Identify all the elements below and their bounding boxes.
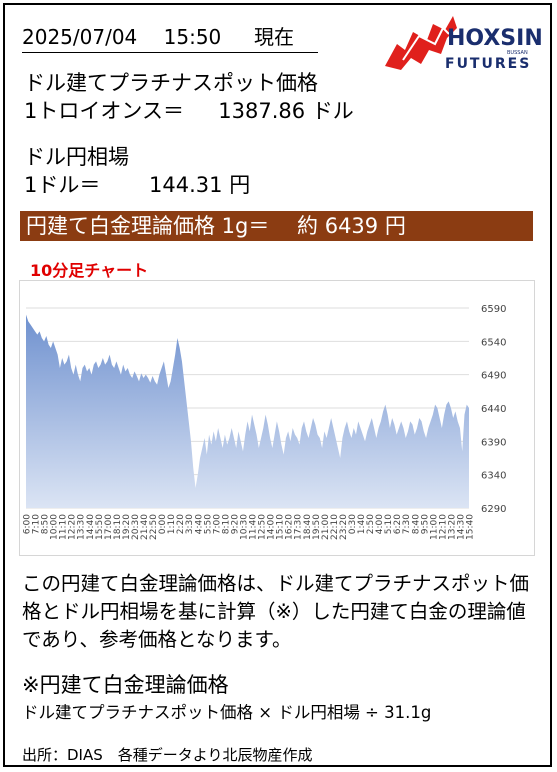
platinum-price: 1トロイオンス＝ 1387.86 ドル bbox=[24, 99, 354, 123]
x-tick-label: 2:20 bbox=[176, 514, 186, 534]
price-chart: 6290 6340 6390 6440 6490 6540 6590 6:00 7:10 8:5… bbox=[23, 304, 507, 540]
source-note: 出所：DIAS 各種データより北辰物産作成 bbox=[22, 746, 313, 764]
company-logo: HOXSIN BUSSAN FUTURES bbox=[383, 10, 543, 76]
x-tick-label: 0:30 bbox=[348, 514, 358, 534]
x-tick-label: 3:30 bbox=[185, 514, 195, 534]
y-tick-label: 6590 bbox=[481, 304, 506, 315]
logo-sub-text: FUTURES bbox=[445, 56, 531, 72]
x-tick-label: 15:50 bbox=[95, 514, 105, 540]
x-tick-label: 18:40 bbox=[303, 514, 313, 540]
x-tick-label: 23:20 bbox=[339, 514, 349, 540]
x-tick-label: 4:00 bbox=[375, 514, 385, 534]
x-tick-label: 5:50 bbox=[203, 514, 213, 534]
x-tick-label: 6:20 bbox=[393, 514, 403, 534]
fx-rate: 1ドル＝ 144.31 円 bbox=[24, 173, 251, 197]
x-tick-label: 22:10 bbox=[330, 514, 340, 540]
logo-text: HOXSIN bbox=[447, 26, 541, 51]
x-tick-label: 17:00 bbox=[104, 514, 114, 540]
y-tick-label: 6540 bbox=[481, 337, 506, 348]
y-tick-label: 6390 bbox=[481, 437, 506, 448]
x-tick-label: 0:00 bbox=[158, 514, 168, 534]
x-tick-label: 12:50 bbox=[258, 514, 268, 540]
x-tick-label: 1:10 bbox=[167, 514, 177, 534]
x-tick-label: 10:30 bbox=[239, 514, 249, 540]
y-tick-label: 6490 bbox=[481, 371, 506, 382]
formula-title: ※円建て白金理論価格 bbox=[22, 673, 229, 697]
x-tick-label: 14:40 bbox=[86, 514, 96, 540]
fx-label: ドル円相場 bbox=[24, 145, 129, 169]
x-tick-label: 4:40 bbox=[194, 514, 204, 534]
x-tick-label: 19:50 bbox=[312, 514, 322, 540]
chart-title: 10分足チャート bbox=[30, 261, 149, 280]
x-tick-label: 13:20 bbox=[447, 514, 457, 540]
x-tick-label: 15:40 bbox=[466, 514, 476, 540]
x-tick-label: 20:30 bbox=[131, 514, 141, 540]
x-tick-label: 8:10 bbox=[221, 514, 231, 534]
x-tick-label: 11:00 bbox=[429, 514, 439, 540]
x-tick-label: 6:00 bbox=[23, 514, 33, 534]
y-tick-label: 6340 bbox=[481, 471, 506, 482]
x-tick-label: 7:10 bbox=[32, 514, 42, 534]
x-tick-label: 7:00 bbox=[212, 514, 222, 534]
x-tick-label: 22:50 bbox=[149, 514, 159, 540]
x-tick-label: 2:50 bbox=[366, 514, 376, 534]
x-tick-label: 19:20 bbox=[122, 514, 132, 540]
x-tick-label: 8:40 bbox=[411, 514, 421, 534]
x-tick-label: 9:50 bbox=[420, 514, 430, 534]
x-tick-label: 15:10 bbox=[276, 514, 286, 540]
description: この円建て白金理論価格は、ドル建てプラチナスポット価格とドル円相場を基に計算（※… bbox=[22, 572, 530, 651]
x-tick-label: 14:30 bbox=[456, 514, 466, 540]
x-tick-label: 9:20 bbox=[230, 514, 240, 534]
x-tick-label: 1:40 bbox=[357, 514, 367, 534]
timestamp: 2025/07/04 15:50 現在 bbox=[22, 22, 318, 53]
x-tick-label: 8:50 bbox=[41, 514, 51, 534]
y-tick-label: 6440 bbox=[481, 404, 506, 415]
x-tick-label: 12:10 bbox=[438, 514, 448, 540]
price-area bbox=[26, 314, 469, 508]
x-tick-label: 5:10 bbox=[384, 514, 394, 534]
card-frame bbox=[3, 3, 552, 767]
formula-text: ドル建てプラチナスポット価格 × ドル円相場 ÷ 31.1g bbox=[22, 703, 432, 722]
x-tick-label: 21:40 bbox=[140, 514, 150, 540]
x-tick-label: 11:40 bbox=[249, 514, 259, 540]
logo-small-text: BUSSAN bbox=[507, 50, 528, 56]
x-tick-label: 14:00 bbox=[267, 514, 277, 540]
x-tick-label: 7:30 bbox=[402, 514, 412, 534]
x-tick-label: 12:20 bbox=[68, 514, 78, 540]
chart-container: 6290 6340 6390 6440 6490 6540 6590 6:00 7:10 8:5… bbox=[19, 280, 535, 556]
x-tick-label: 16:20 bbox=[285, 514, 295, 540]
x-tick-label: 10:00 bbox=[50, 514, 60, 540]
x-tick-label: 18:10 bbox=[113, 514, 123, 540]
x-tick-label: 11:10 bbox=[59, 514, 69, 540]
platinum-label: ドル建てプラチナスポット価格 bbox=[24, 71, 318, 95]
x-tick-label: 17:30 bbox=[294, 514, 304, 540]
y-tick-label: 6290 bbox=[481, 504, 506, 515]
x-tick-label: 21:00 bbox=[321, 514, 331, 540]
theoretical-price-banner: 円建て白金理論価格 1g＝ 約 6439 円 bbox=[20, 211, 533, 241]
x-tick-label: 13:30 bbox=[77, 514, 87, 540]
